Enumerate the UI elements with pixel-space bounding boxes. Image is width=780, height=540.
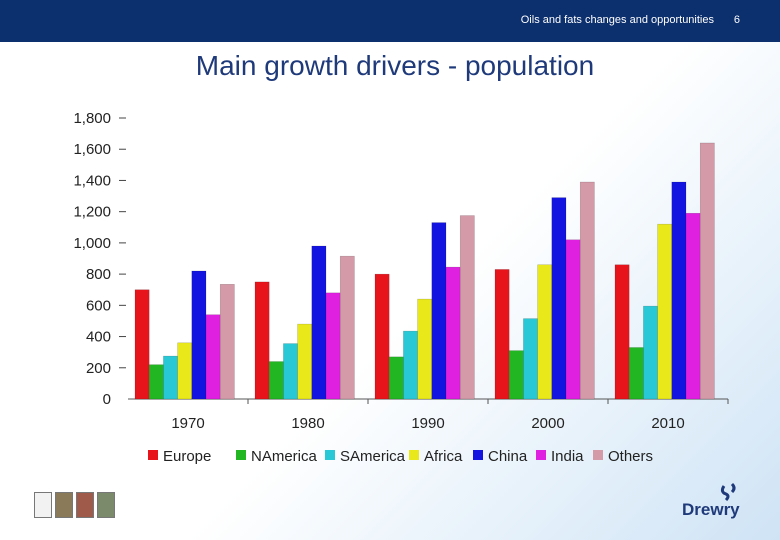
legend-swatch-namerica <box>236 450 246 460</box>
y-tick-label: 1,600 <box>73 141 111 158</box>
bar-samerica-1980 <box>283 343 298 400</box>
x-tick-label: 1980 <box>291 415 324 432</box>
legend-swatch-samerica <box>325 450 335 460</box>
bar-india-1990 <box>445 266 461 400</box>
legend-label-samerica: SAmerica <box>340 448 406 465</box>
bar-others-1990 <box>459 215 475 400</box>
header-band <box>0 0 780 42</box>
bar-europe-1970 <box>134 289 150 400</box>
bar-europe-2010 <box>614 264 630 400</box>
bar-others-1980 <box>339 255 355 400</box>
bar-samerica-1970 <box>163 355 178 400</box>
legend-label-others: Others <box>608 448 653 465</box>
bar-africa-2000 <box>537 264 553 400</box>
x-tick-label: 2000 <box>531 415 564 432</box>
legend-swatch-africa <box>409 450 419 460</box>
bar-india-2000 <box>565 239 581 400</box>
bar-samerica-2000 <box>523 318 538 400</box>
bar-samerica-2010 <box>643 305 658 400</box>
bar-namerica-2010 <box>628 347 644 400</box>
bar-namerica-1990 <box>388 356 404 400</box>
bar-namerica-2000 <box>508 350 524 400</box>
bar-namerica-1970 <box>148 364 164 400</box>
legend-label-namerica: NAmerica <box>251 448 318 465</box>
drewry-logo-text: Drewry <box>682 500 740 519</box>
legend-swatch-others <box>593 450 603 460</box>
thumbnail-strip <box>34 492 115 520</box>
y-tick-label: 1,400 <box>73 172 111 189</box>
x-tick-label: 1970 <box>171 415 204 432</box>
x-tick-label: 1990 <box>411 415 444 432</box>
header-subtitle: Oils and fats changes and opportunities <box>520 14 714 26</box>
bar-samerica-1990 <box>403 330 418 400</box>
y-tick-label: 1,800 <box>73 110 111 127</box>
y-tick-label: 600 <box>86 297 111 314</box>
bar-europe-1990 <box>374 273 390 400</box>
y-tick-label: 0 <box>103 391 111 408</box>
bar-india-1980 <box>325 292 341 400</box>
legend-label-india: India <box>551 448 584 465</box>
y-tick-label: 800 <box>86 266 111 283</box>
bar-india-2010 <box>685 212 701 400</box>
bar-africa-2010 <box>657 223 673 400</box>
bar-europe-1980 <box>254 281 270 400</box>
bar-others-2000 <box>579 181 595 400</box>
y-tick-label: 1,200 <box>73 204 111 221</box>
legend-swatch-china <box>473 450 483 460</box>
thumbnail-image <box>97 492 115 518</box>
bar-europe-2000 <box>494 269 510 400</box>
thumbnail-image <box>76 492 94 518</box>
bar-china-1990 <box>431 222 447 400</box>
bar-india-1970 <box>205 314 221 400</box>
legend-label-china: China <box>488 448 528 465</box>
x-tick-label: 2010 <box>651 415 684 432</box>
bar-africa-1970 <box>177 342 193 400</box>
y-tick-label: 1,000 <box>73 235 111 252</box>
y-tick-label: 400 <box>86 329 111 346</box>
bar-china-1970 <box>191 270 207 400</box>
bar-china-2000 <box>551 197 567 400</box>
legend-swatch-india <box>536 450 546 460</box>
bar-africa-1990 <box>417 298 433 400</box>
legend-swatch-europe <box>148 450 158 460</box>
bar-china-1980 <box>311 245 327 400</box>
bar-namerica-1980 <box>268 361 284 400</box>
y-tick-label: 200 <box>86 360 111 377</box>
slide-title: Main growth drivers - population <box>195 50 595 81</box>
thumbnail-image <box>34 492 52 518</box>
bar-africa-1980 <box>297 323 313 400</box>
drewry-logo-icon <box>720 482 736 502</box>
bar-others-2010 <box>699 142 715 400</box>
legend-label-europe: Europe <box>163 448 211 465</box>
page-number: 6 <box>733 14 740 26</box>
legend-label-africa: Africa <box>424 448 463 465</box>
bar-china-2010 <box>671 181 687 400</box>
thumbnail-image <box>55 492 73 518</box>
bar-others-1970 <box>219 284 235 400</box>
